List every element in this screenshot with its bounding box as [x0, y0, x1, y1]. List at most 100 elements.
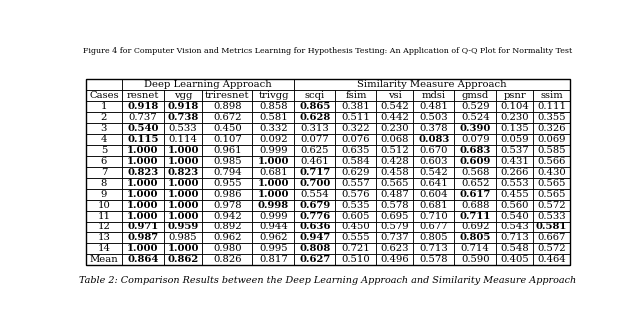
Text: vgg: vgg	[174, 91, 192, 100]
Bar	[454, 145, 496, 156]
Bar	[413, 232, 454, 243]
Bar	[454, 123, 496, 134]
Text: 0.980: 0.980	[213, 244, 242, 253]
Bar	[122, 178, 164, 189]
Text: 0.961: 0.961	[213, 146, 242, 155]
Text: 0.548: 0.548	[500, 244, 529, 253]
Bar	[294, 167, 335, 178]
Bar	[413, 90, 454, 101]
Bar	[376, 243, 413, 254]
Text: 0.533: 0.533	[169, 124, 197, 133]
Text: 0.947: 0.947	[300, 233, 331, 242]
Text: Table 2: Comparison Results between the Deep Learning Approach and Similarity Me: Table 2: Comparison Results between the …	[79, 276, 577, 285]
Bar	[164, 112, 202, 123]
Bar	[335, 145, 376, 156]
Text: 0.999: 0.999	[259, 212, 288, 220]
Text: 0.313: 0.313	[301, 124, 330, 133]
Bar	[454, 178, 496, 189]
Text: 0.076: 0.076	[342, 135, 370, 144]
Bar	[376, 90, 413, 101]
Bar	[202, 200, 252, 211]
Bar	[294, 232, 335, 243]
Bar	[164, 134, 202, 145]
Text: 0.667: 0.667	[538, 233, 566, 242]
Text: 0.986: 0.986	[213, 190, 241, 199]
Bar	[86, 79, 122, 90]
Text: 0.823: 0.823	[168, 168, 198, 177]
Text: 0.355: 0.355	[538, 113, 566, 122]
Bar	[335, 254, 376, 265]
Bar	[252, 221, 294, 232]
Bar	[335, 178, 376, 189]
Text: 0.512: 0.512	[380, 146, 409, 155]
Text: 1.000: 1.000	[167, 190, 199, 199]
Bar	[533, 232, 570, 243]
Text: 6: 6	[100, 157, 107, 166]
Text: 0.332: 0.332	[259, 124, 288, 133]
Text: 0.737: 0.737	[381, 233, 409, 242]
Bar	[454, 211, 496, 221]
Text: Cases: Cases	[89, 91, 118, 100]
Bar	[122, 211, 164, 221]
Text: 9: 9	[100, 190, 107, 199]
Bar	[335, 134, 376, 145]
Bar	[533, 123, 570, 134]
Text: 0.450: 0.450	[342, 222, 371, 231]
Bar	[86, 221, 122, 232]
Text: 0.230: 0.230	[500, 113, 529, 122]
Text: 0.711: 0.711	[460, 212, 491, 220]
Text: vsi: vsi	[388, 91, 402, 100]
Bar	[533, 178, 570, 189]
Bar	[294, 200, 335, 211]
Bar	[454, 232, 496, 243]
Text: 1: 1	[100, 102, 107, 111]
Bar	[122, 221, 164, 232]
Text: 0.999: 0.999	[259, 146, 288, 155]
Bar	[202, 90, 252, 101]
Bar	[413, 211, 454, 221]
Text: 1.000: 1.000	[258, 157, 289, 166]
Bar	[454, 221, 496, 232]
Bar	[202, 211, 252, 221]
Bar	[122, 156, 164, 167]
Text: 0.918: 0.918	[127, 102, 159, 111]
Bar	[496, 90, 533, 101]
Bar	[335, 221, 376, 232]
Bar	[413, 101, 454, 112]
Text: 0.524: 0.524	[461, 113, 490, 122]
Text: 0.721: 0.721	[342, 244, 371, 253]
Text: 0.717: 0.717	[300, 168, 331, 177]
Bar	[533, 254, 570, 265]
Text: 0.543: 0.543	[500, 222, 529, 231]
Text: 0.823: 0.823	[127, 168, 159, 177]
Bar	[376, 178, 413, 189]
Text: 1.000: 1.000	[127, 212, 159, 220]
Bar	[496, 167, 533, 178]
Bar	[533, 90, 570, 101]
Bar	[122, 145, 164, 156]
Text: 0.565: 0.565	[538, 190, 566, 199]
Bar	[202, 134, 252, 145]
Text: 0.609: 0.609	[460, 157, 491, 166]
Text: 0.604: 0.604	[419, 190, 448, 199]
Bar	[86, 189, 122, 200]
Bar	[122, 243, 164, 254]
Bar	[413, 178, 454, 189]
Text: 0.115: 0.115	[127, 135, 159, 144]
Text: 0.978: 0.978	[213, 201, 242, 210]
Text: 0.985: 0.985	[169, 233, 197, 242]
Text: 0.510: 0.510	[342, 255, 371, 264]
Bar	[202, 243, 252, 254]
Text: 0.572: 0.572	[538, 201, 566, 210]
Text: 0.805: 0.805	[419, 233, 448, 242]
Bar	[413, 145, 454, 156]
Bar	[413, 167, 454, 178]
Bar	[533, 167, 570, 178]
Bar	[252, 200, 294, 211]
Text: Mean: Mean	[90, 255, 118, 264]
Bar	[413, 189, 454, 200]
Bar	[164, 232, 202, 243]
Bar	[533, 156, 570, 167]
Text: 0.636: 0.636	[299, 222, 331, 231]
Bar	[122, 189, 164, 200]
